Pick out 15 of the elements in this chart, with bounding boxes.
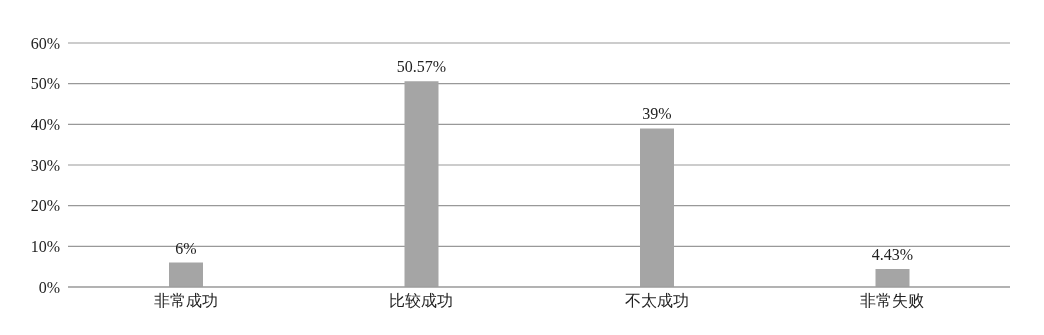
data-label: 50.57% [396,58,447,76]
x-tick-label: 非常成功 [153,292,218,310]
data-label: 6% [175,239,197,257]
y-tick-label: 60% [30,34,60,52]
y-tick-label: 30% [30,156,60,174]
data-label: 4.43% [871,245,914,263]
y-tick-label: 20% [30,197,60,215]
data-label: 39% [642,105,672,123]
x-tick-label: 不太成功 [624,292,689,310]
y-tick-label: 10% [30,238,60,256]
y-tick-label: 50% [30,75,60,93]
x-tick-label: 比较成功 [389,292,454,310]
y-tick-label: 0% [38,278,60,296]
x-tick-label: 非常失败 [860,292,925,310]
y-tick-label: 40% [30,116,60,134]
